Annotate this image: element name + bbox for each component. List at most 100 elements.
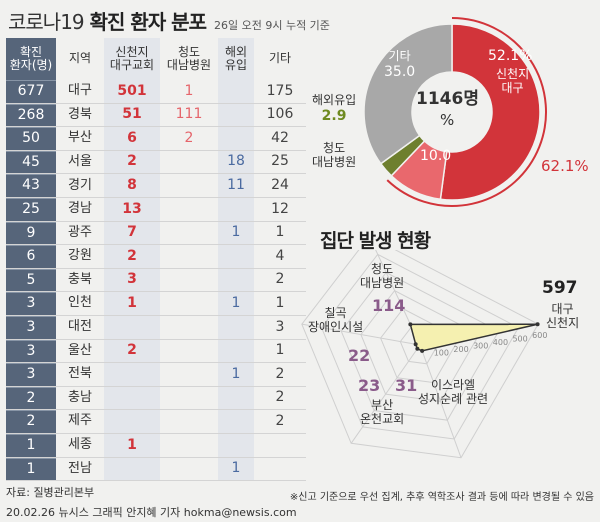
cell-overseas [218,80,254,103]
cell-overseas [218,103,254,127]
cell-cases: 1 [6,457,56,481]
cell-cheongdo [160,387,218,410]
pie-center [412,72,492,152]
region-table: 확진 환자(명) 지역 신천지 대구교회 청도 대남병원 해외 유입 기타 677 대구 50… [6,38,306,482]
radar-grid-ring [320,253,520,440]
cell-shincheonji [104,363,160,386]
cell-other [254,458,306,481]
table-row: 677 대구 501 1 175 [6,80,306,104]
cell-shincheonji: 1 [104,292,160,315]
cell-overseas [218,197,254,221]
radar-tick-label: 300 [473,342,488,351]
pie-outer-ring [386,17,547,207]
cell-cases: 43 [6,174,56,197]
radar-tick-label: 600 [532,331,547,340]
cell-cases: 2 [6,410,56,433]
cell-overseas [218,386,254,410]
cell-overseas: 11 [218,174,254,197]
cell-cases: 50 [6,127,56,150]
cell-overseas [218,268,254,292]
cell-overseas: 1 [218,457,254,481]
cell-cheongdo: 111 [175,106,203,123]
radar-label-daegu: 대구 신천지 [546,302,580,331]
table-row: 1 전남 1 [6,457,306,482]
header-overseas: 해외 유입 [218,38,254,80]
table-row: 45 서울 2 18 25 [6,150,306,175]
cell-cheongdo [160,245,218,268]
title-bold: 확진 환자 분포 [89,10,207,34]
radar-tick-label: 400 [493,338,508,347]
cell-other: 175 [266,82,294,99]
cell-shincheonji [104,386,160,410]
cell-overseas: 1 [218,363,254,386]
cell-overseas: 1 [218,292,254,315]
cell-cases: 677 [6,80,56,103]
radar-label-chilgok: 칠곡 장애인시설 [308,306,364,335]
header-region: 지역 [68,51,92,66]
radar-tick-label: 500 [512,335,527,344]
radar-value-23: 23 [358,376,381,395]
header-other: 기타 [268,51,292,66]
radar-data-area [409,323,538,352]
cell-cases: 2 [6,386,56,410]
cell-other: 2 [275,389,285,406]
pie-overseas-value: 2.9 [321,107,347,124]
cell-cheongdo [160,340,218,363]
pie-svg [363,17,547,207]
cell-shincheonji: 2 [104,150,160,174]
radar-point-4 [420,348,425,353]
radar-chart: 100 200 300 400 500 600 [301,250,547,459]
pie-chart: 기타 35.0 해외유입 2.9 청도 대남병원 10.0 52.1% 신천지 … [312,14,592,214]
table-row: 25 경남 13 12 [6,197,306,222]
pie-ring-value: 62.1% [541,157,589,175]
radar-point-0 [535,322,540,327]
cell-shincheonji: 1 [104,433,160,457]
cell-cheongdo [160,151,218,174]
cell-other: 24 [271,176,289,193]
cell-region: 경기 [68,177,92,193]
cell-other: 2 [275,365,285,382]
pie-shincheonji-text: 신천지 대구 [496,67,530,95]
table-row: 2 충남 2 [6,386,306,411]
cell-other [254,434,306,457]
pie-shincheonji-value: 52.1% [488,48,533,64]
cell-region: 전북 [68,366,92,382]
cell-other: 1 [275,294,285,311]
table-row: 3 전북 1 2 [6,363,306,387]
cell-other: 2 [275,412,285,429]
cell-region: 대전 [68,319,92,335]
cell-region: 광주 [68,224,92,240]
cell-other: 3 [275,318,285,335]
radar-point-1 [408,322,413,327]
cell-cases: 3 [6,315,56,339]
cell-shincheonji: 13 [104,197,160,221]
radar-axis-2 [301,323,421,346]
pie-label-gita: 기타 35.0 [384,49,415,80]
cell-region: 세종 [68,437,92,453]
cell-cases: 45 [6,150,56,174]
cell-cheongdo: 2 [184,129,194,146]
radar-grid-ring [340,271,500,421]
cell-region: 울산 [68,342,92,358]
radar-label-israel: 이스라엘 성지순례 관련 [418,378,489,407]
cell-other: 12 [271,200,289,217]
header-cases: 확진 환자(명) [6,38,56,80]
cell-region: 강원 [68,248,92,264]
cell-cases: 3 [6,292,56,315]
cell-other: 25 [271,153,289,170]
cell-cases: 5 [6,268,56,292]
radar-axis-4 [419,344,462,458]
radar-label-busan: 부산 온천교회 [360,398,405,427]
radar-grid-ring [301,250,539,459]
header: 코로나19 확진 환자 분포 26일 오전 9시 누적 기준 [8,6,330,34]
cell-shincheonji [104,315,160,339]
cell-shincheonji: 51 [104,103,160,127]
pie-overseas-text: 해외유입 [312,93,357,107]
cell-overseas: 18 [218,150,254,174]
table-body: 677 대구 501 1 175 268 경북 51 111 106 50 부산 6 2 42 45 서울 2 18… [6,80,306,482]
cell-cheongdo: 1 [184,82,194,99]
cell-cases: 1 [6,433,56,457]
cell-region: 제주 [68,413,92,429]
table-row: 43 경기 8 11 24 [6,174,306,198]
table-row: 50 부산 6 2 42 [6,127,306,151]
